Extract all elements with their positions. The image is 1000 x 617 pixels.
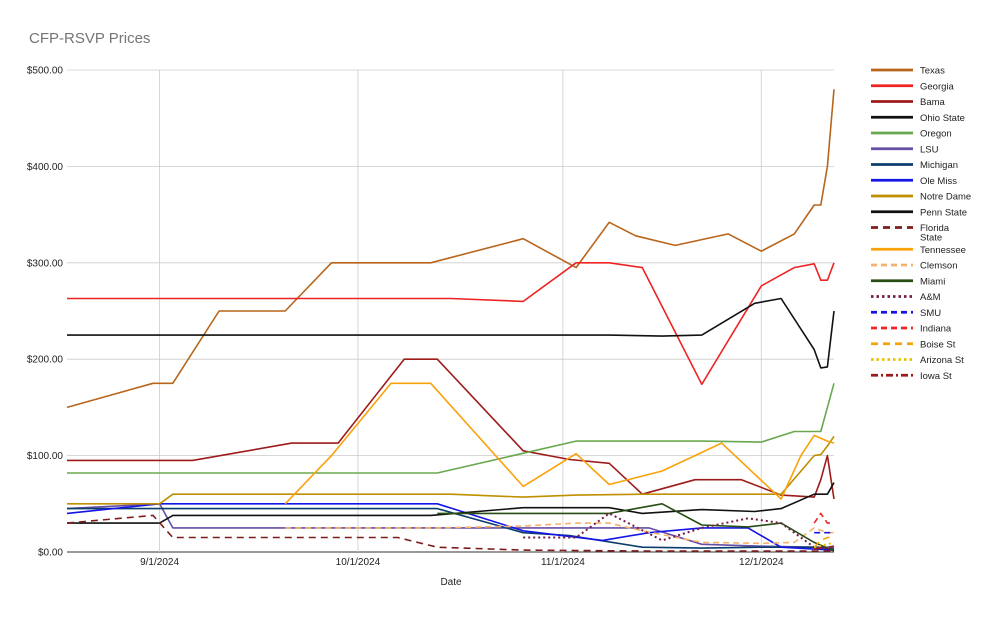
legend-item-ohio-state: Ohio State — [871, 113, 965, 124]
legend-item-oregon: Oregon — [871, 129, 952, 140]
series-line-penn-state — [67, 482, 835, 524]
y-tick-label: $0.00 — [38, 548, 63, 559]
series-line-ohio-state — [67, 297, 835, 369]
legend-label: Arizona St — [920, 355, 964, 366]
legend-label: Tennessee — [920, 245, 966, 256]
legend-label: Penn State — [920, 207, 967, 218]
legend-item-bama: Bama — [871, 97, 946, 108]
x-tick-label: 12/1/2024 — [739, 557, 784, 568]
legend-label: Indiana — [920, 324, 952, 335]
y-tick-label: $400.00 — [27, 162, 64, 173]
legend-item-tennessee: Tennessee — [871, 245, 966, 256]
legend-item-clemson: Clemson — [871, 261, 958, 272]
legend-label: Michigan — [920, 160, 958, 171]
legend-item-georgia: Georgia — [871, 81, 955, 92]
y-tick-label: $300.00 — [27, 258, 64, 269]
series-line-indiana — [813, 512, 834, 524]
legend-label: Florida State — [920, 223, 950, 244]
series-lines — [66, 89, 835, 552]
series-line-ole-miss — [66, 502, 835, 551]
x-tick-label: 9/1/2024 — [140, 557, 179, 568]
grid — [67, 69, 834, 553]
y-tick-label: $100.00 — [27, 451, 64, 462]
series-line-notre-dame — [67, 435, 835, 505]
legend-item-arizona-st: Arizona St — [871, 355, 964, 366]
series-line-florida-state — [66, 514, 834, 552]
series-line-bama — [67, 358, 835, 500]
legend-item-boise-st: Boise St — [871, 339, 956, 350]
series-line-tennessee — [284, 382, 835, 505]
series-line-texas — [66, 89, 835, 409]
legend-item-penn-state: Penn State — [871, 207, 967, 218]
legend-item-indiana: Indiana — [871, 324, 952, 335]
x-tick-label: 11/1/2024 — [541, 557, 585, 568]
legend-label: SMU — [920, 308, 941, 319]
legend-item-notre-dame: Notre Dame — [871, 192, 971, 203]
series-line-georgia — [67, 261, 835, 386]
x-axis-label: Date — [440, 577, 462, 588]
legend-item-michigan: Michigan — [871, 160, 958, 171]
legend-label: Ohio State — [920, 113, 965, 124]
legend-item-aandm: A&M — [871, 292, 941, 303]
legend-item-ole-miss: Ole Miss — [871, 176, 957, 187]
series-line-clemson — [285, 522, 834, 545]
legend-label: Clemson — [920, 261, 958, 272]
legend-label: Iowa St — [920, 371, 952, 382]
series-line-aandm — [523, 512, 835, 551]
legend: Texas Georgia Bama Ohio State Oregon LSU Michi… — [871, 66, 971, 382]
y-tick-label: $200.00 — [27, 355, 64, 366]
y-axis-ticks: $0.00 $100.00 $200.00 $300.00 $400.00 $500.00 — [27, 66, 64, 559]
legend-label: Oregon — [920, 129, 952, 140]
legend-label: Miami — [920, 276, 945, 287]
series-line-miami — [437, 502, 835, 552]
y-tick-label: $500.00 — [27, 66, 64, 77]
legend-item-lsu: LSU — [871, 144, 939, 155]
legend-label: Boise St — [920, 339, 956, 350]
series-line-boise-st — [813, 536, 834, 548]
x-axis-ticks: 9/1/2024 10/1/2024 11/1/2024 12/1/2024 — [140, 557, 784, 568]
chart-title: CFP-RSVP Prices — [29, 30, 150, 47]
legend-label: Notre Dame — [920, 192, 971, 203]
legend-item-miami: Miami — [871, 276, 945, 287]
legend-label: Ole Miss — [920, 176, 957, 187]
series-line-oregon — [67, 383, 835, 474]
legend-label: LSU — [920, 144, 939, 155]
legend-label: Bama — [920, 97, 946, 108]
legend-label: Georgia — [920, 81, 955, 92]
legend-item-iowa-st: Iowa St — [871, 371, 952, 382]
legend-label: A&M — [920, 292, 941, 303]
series-line-iowa-st — [814, 545, 835, 550]
x-tick-label: 10/1/2024 — [336, 557, 381, 568]
legend-label: Texas — [920, 66, 945, 77]
legend-item-smu: SMU — [871, 308, 941, 319]
legend-item-texas: Texas — [871, 66, 945, 77]
legend-item-florida-state: Florida State — [871, 223, 950, 244]
